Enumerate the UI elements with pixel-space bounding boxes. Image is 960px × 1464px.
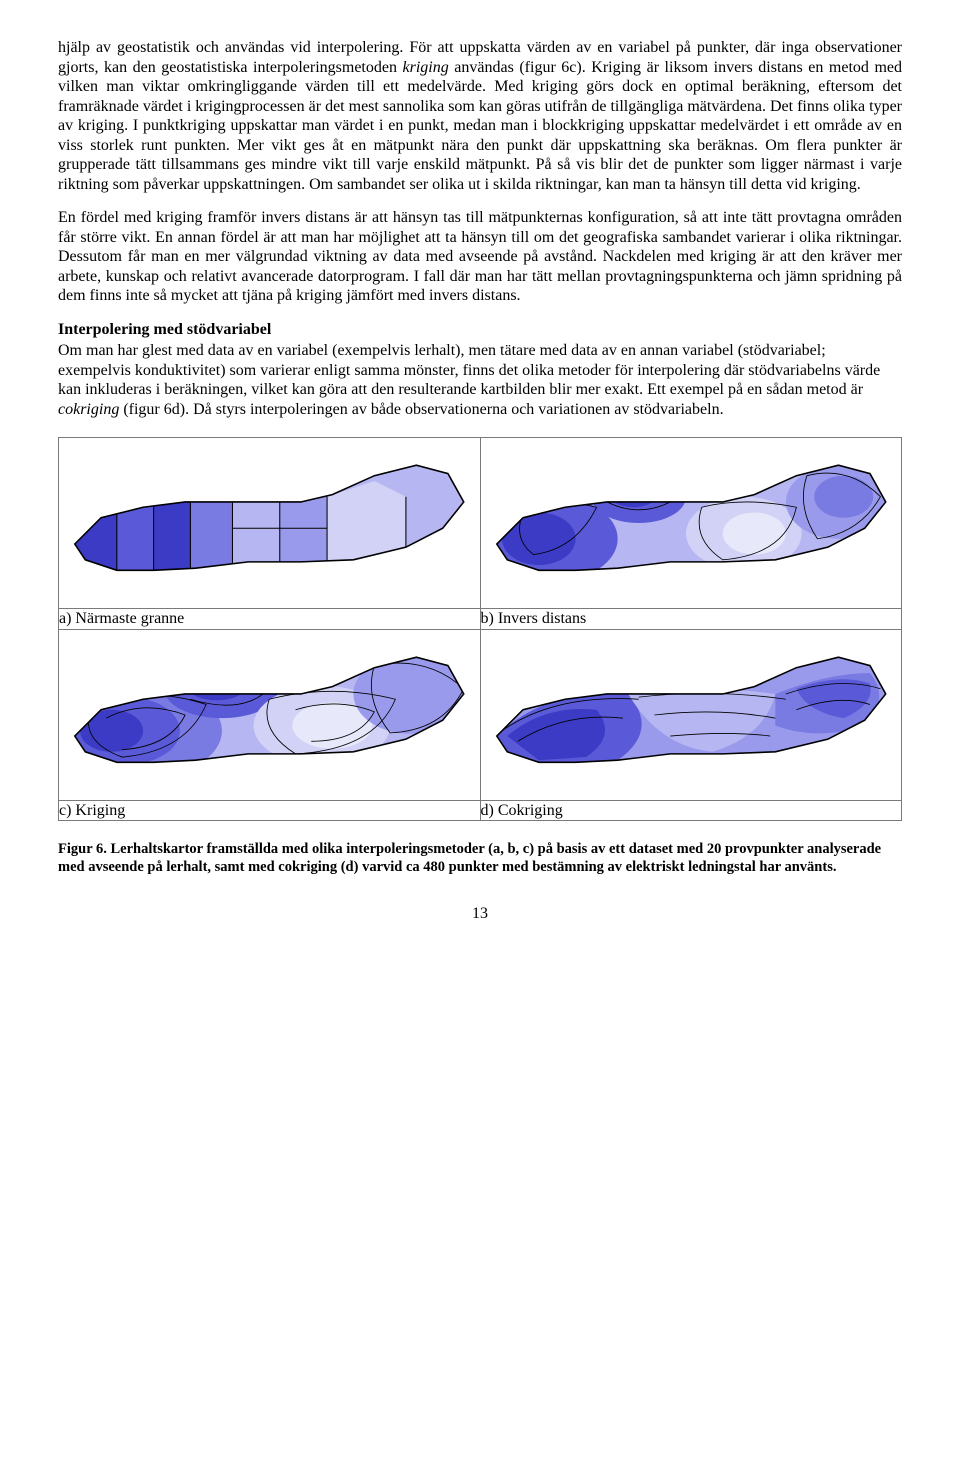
label-d: d) Cokriging [480,800,902,821]
figure-caption: Figur 6. Lerhaltskartor framställda med … [58,841,902,876]
figure-grid: a) Närmaste granne b) Invers distans [58,437,902,821]
map-d [480,629,902,800]
section-heading: Interpolering med stödvariabel [58,320,902,340]
label-b: b) Invers distans [480,609,902,630]
label-a: a) Närmaste granne [59,609,481,630]
label-c: c) Kriging [59,800,481,821]
page-number: 13 [58,904,902,924]
map-a [59,438,481,609]
paragraph-3: Om man har glest med data av en variabel… [58,341,902,419]
term-kriging: kriging [403,59,449,76]
map-c [59,629,481,800]
paragraph-2: En fördel med kriging framför invers dis… [58,208,902,306]
map-b [480,438,902,609]
paragraph-1: hjälp av geostatistik och användas vid i… [58,38,902,194]
term-cokriging: cokriging [58,401,119,418]
